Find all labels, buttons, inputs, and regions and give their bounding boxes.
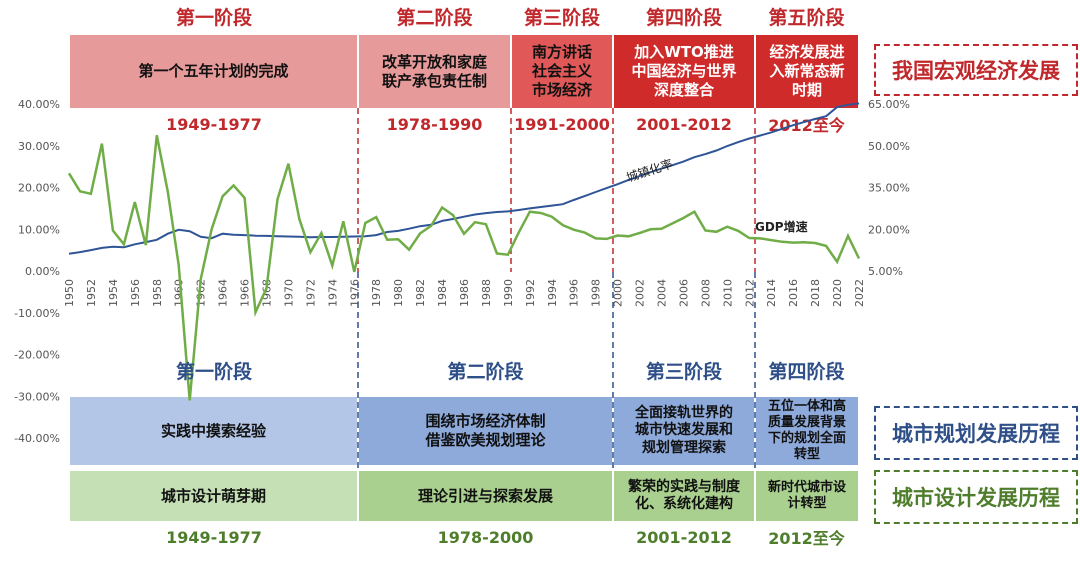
x-axis-tick-label: 1954 — [107, 279, 120, 307]
bottom-stage-2-title: 第二阶段 — [447, 360, 524, 383]
right-axis-tick-label: 65.00% — [868, 98, 910, 111]
side-label-planning: 城市规划发展历程 — [874, 406, 1078, 460]
x-axis-tick-label: 1988 — [480, 279, 493, 307]
x-axis-tick-label: 1966 — [239, 279, 252, 307]
design-period-4: 2012至今 — [768, 529, 845, 548]
x-axis-tick-label: 2014 — [765, 279, 778, 307]
macro-period-2: 1978-1990 — [386, 114, 483, 134]
x-axis-tick-label: 1952 — [85, 279, 98, 307]
design-period-2: 1978-2000 — [437, 527, 534, 547]
side-label-design: 城市设计发展历程 — [874, 470, 1078, 524]
x-axis-tick-label: 1978 — [370, 279, 383, 307]
x-axis-tick-label: 2018 — [809, 279, 822, 307]
right-axis-tick-label: 35.00% — [868, 182, 910, 195]
design-period-3: 2001-2012 — [636, 527, 732, 547]
planning-box-4: 五位一体和高 质量发展背景 下的规划全面 转型 — [756, 397, 858, 465]
design-period-1: 1949-1977 — [166, 527, 262, 547]
x-axis-tick-label: 2008 — [699, 279, 712, 307]
x-axis-tick-label: 2012 — [743, 279, 756, 307]
planning-box-2: 围绕市场经济体制 借鉴欧美规划理论 — [359, 397, 612, 465]
macro-period-1: 1949-1977 — [166, 114, 262, 134]
bottom-stage-3-title: 第三阶段 — [645, 360, 722, 383]
x-axis-tick-label: 1968 — [261, 279, 274, 307]
x-axis-tick-label: 1994 — [546, 279, 559, 307]
left-axis-tick-label: 10.00% — [18, 223, 60, 236]
x-axis-tick-label: 1998 — [590, 279, 603, 307]
x-axis-tick-label: 1980 — [392, 279, 405, 307]
right-axis-tick-label: 20.00% — [868, 223, 910, 236]
right-axis-tick-label: 5.00% — [868, 265, 903, 278]
x-axis-tick-label: 2002 — [634, 279, 647, 307]
macro-box-3: 南方讲话 社会主义 市场经济 — [512, 35, 612, 108]
top-stage-1-title: 第一阶段 — [175, 6, 252, 29]
x-axis-tick-label: 1984 — [436, 279, 449, 307]
design-box-3: 繁荣的实践与制度 化、系统化建构 — [614, 471, 754, 521]
side-label-macro: 我国宏观经济发展 — [874, 44, 1078, 96]
macro-box-5: 经济发展进 入新常态新 时期 — [756, 35, 858, 108]
planning-box-3: 全面接轨世界的 城市快速发展和 规划管理探索 — [614, 397, 754, 465]
x-axis-tick-label: 1986 — [458, 279, 471, 307]
x-axis-tick-label: 2000 — [612, 279, 625, 307]
left-axis-tick-label: -30.00% — [14, 390, 60, 403]
macro-period-4: 2001-2012 — [636, 114, 732, 134]
x-axis-tick-label: 2020 — [831, 279, 844, 307]
gdp-growth-series-line — [67, 135, 861, 401]
x-axis-tick-label: 1970 — [282, 279, 295, 307]
left-axis-tick-label: 0.00% — [25, 265, 60, 278]
left-axis-tick-label: -10.00% — [14, 307, 60, 320]
left-axis-tick-label: 40.00% — [18, 98, 60, 111]
top-stage-5-title: 第五阶段 — [768, 6, 845, 29]
x-axis-tick-label: 1976 — [348, 279, 361, 307]
design-box-1: 城市设计萌芽期 — [70, 471, 357, 521]
planning-box-1: 实践中摸索经验 — [70, 397, 357, 465]
x-axis-tick-label: 1974 — [326, 279, 339, 307]
bottom-stage-1-title: 第一阶段 — [175, 360, 252, 383]
top-stage-2-title: 第二阶段 — [396, 6, 473, 29]
macro-box-4: 加入WTO推进 中国经济与世界 深度整合 — [614, 35, 754, 108]
urbanization-series-label: 城镇化率 — [624, 156, 674, 185]
design-box-2: 理论引进与探索发展 — [359, 471, 612, 521]
gdp-series-label: GDP增速 — [755, 219, 808, 234]
left-axis-tick-label: 30.00% — [18, 140, 60, 153]
macro-period-3: 1991-2000 — [514, 114, 610, 134]
x-axis-tick-label: 1956 — [129, 279, 142, 307]
x-axis-tick-label: 1972 — [304, 279, 317, 307]
macro-box-2: 改革开放和家庭 联产承包责任制 — [359, 35, 510, 108]
left-axis-tick-label: 20.00% — [18, 182, 60, 195]
x-axis-tick-label: 1958 — [151, 279, 164, 307]
left-axis-tick-label: -20.00% — [14, 349, 60, 362]
x-axis-tick-label: 1996 — [568, 279, 581, 307]
top-stage-3-title: 第三阶段 — [523, 6, 600, 29]
x-axis-tick-label: 2010 — [721, 279, 734, 307]
macro-period-5: 2012至今 — [768, 116, 845, 135]
x-axis-tick-label: 1950 — [63, 279, 76, 307]
macro-box-1: 第一个五年计划的完成 — [70, 35, 357, 108]
x-axis-tick-label: 2004 — [656, 279, 669, 307]
x-axis-tick-label: 1982 — [414, 279, 427, 307]
left-axis-tick-label: -40.00% — [14, 432, 60, 445]
x-axis-tick-label: 1990 — [502, 279, 515, 307]
right-axis-tick-label: 50.00% — [868, 140, 910, 153]
urbanization-series-line — [68, 102, 860, 255]
x-axis-tick-label: 1992 — [524, 279, 537, 307]
x-axis-tick-label: 2022 — [853, 279, 866, 307]
top-stage-4-title: 第四阶段 — [645, 6, 722, 29]
x-axis-tick-label: 2016 — [787, 279, 800, 307]
bottom-stage-4-title: 第四阶段 — [768, 360, 845, 383]
x-axis-tick-label: 1964 — [217, 279, 230, 307]
design-box-4: 新时代城市设 计转型 — [756, 471, 858, 521]
x-axis-tick-label: 2006 — [677, 279, 690, 307]
